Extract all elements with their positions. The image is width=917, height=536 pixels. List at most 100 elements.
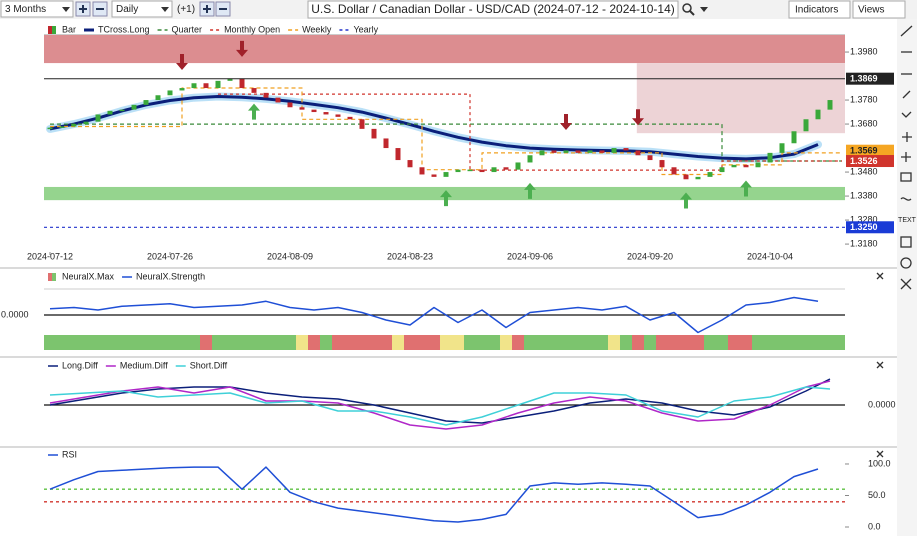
y-tick-label: 1.3680 [850,118,878,128]
views-button[interactable] [852,0,906,19]
sell-signal [632,109,644,126]
price-bar [515,162,521,170]
legend-swatch [52,273,56,281]
symbol-box[interactable] [307,0,679,19]
tool-wave[interactable] [900,197,912,201]
price-bar [299,107,305,110]
legend-label: RSI [62,449,77,459]
price-bar [695,176,701,180]
price-bar [731,164,737,168]
price-bar [575,150,581,153]
tool-move[interactable] [901,152,911,162]
price-bar [815,109,821,120]
buy-signal [680,192,692,209]
range-label: 3 Months [5,4,46,15]
y-tick-label: 1.3980 [850,46,878,56]
tool-line[interactable] [900,25,913,37]
interval-select[interactable] [111,0,173,18]
search-icon[interactable] [682,3,692,13]
price-bar [707,172,713,177]
price-tag-label: 1.3526 [850,156,878,166]
strength-strip [752,335,845,350]
price-tag-label: 1.3569 [850,146,878,156]
plus-icon [203,5,211,13]
x-tick-label: 2024-07-26 [147,251,193,261]
strength-strip [524,335,608,350]
close-panel[interactable] [876,272,884,280]
series-line [218,93,842,171]
price-bar [431,174,437,177]
price-tag [846,155,894,168]
strength-strip [296,335,308,350]
strength-strip [212,335,296,350]
y-tick-label: 1.3780 [850,94,878,104]
buy-signal [440,190,452,207]
price-bar [371,128,377,139]
price-bar [263,92,269,98]
tool-rect[interactable] [900,236,912,248]
strength-strip [308,335,320,350]
strength-strip [656,335,704,350]
strength-strip [440,335,464,350]
series-line [49,380,831,430]
series-line [50,87,842,176]
legend-label: Yearly [353,24,378,34]
price-bar [551,150,557,153]
price-bar [539,150,545,156]
legend-label: NeuralX.Strength [136,271,205,281]
price-bar [311,109,317,113]
views-label: Views [858,5,885,16]
price-bar [47,127,53,130]
tool-check[interactable] [901,111,912,118]
series-line [49,386,831,426]
strength-strip [392,335,404,350]
y-tick-label: 1.3180 [850,238,878,248]
price-bar [347,116,353,120]
tool-delete[interactable] [900,278,912,290]
strength-strip [608,335,620,350]
dropdown-arrow [700,7,708,12]
buy-signal [524,182,536,199]
tool-note[interactable] [900,172,912,182]
price-bar [479,169,485,173]
buy-signal [248,103,260,120]
x-tick-label: 2024-10-04 [747,251,793,261]
price-bar [467,169,473,172]
tool-pen[interactable] [902,90,911,99]
price-bar [455,169,461,173]
tool-icons [900,25,913,290]
price-bar [827,100,833,110]
legend-label: TCross.Long [98,24,150,34]
legend-label: Long.Diff [62,360,98,370]
tool-text[interactable]: TEXT [898,217,917,224]
price-bar [287,102,293,108]
tool-strip [897,19,917,536]
close-panel[interactable] [876,450,884,458]
price-bar [671,167,677,175]
tool-cross[interactable] [902,132,912,142]
tool-circle[interactable] [900,257,912,269]
buy-signal [740,180,752,197]
price-bar [779,143,785,153]
price-bar [275,97,281,103]
indicators-label: Indicators [795,5,838,16]
zone [636,63,845,134]
x-tick-label: 2024-08-09 [267,251,313,261]
price-bar [587,150,593,153]
price-bar [191,83,197,89]
close-panel[interactable] [876,361,884,369]
y-tick-label: 0.0000 [1,309,29,319]
legend-swatch [52,26,56,34]
legend-label: Bar [62,24,76,34]
legend-swatch [48,273,52,281]
plus-icon [79,5,87,13]
strength-strip [632,335,644,350]
strength-strip [728,335,752,350]
strength-strip [464,335,500,350]
range-select[interactable] [0,0,74,18]
indicators-button[interactable] [788,0,851,19]
price-bar [203,83,209,89]
price-bar [215,80,221,89]
